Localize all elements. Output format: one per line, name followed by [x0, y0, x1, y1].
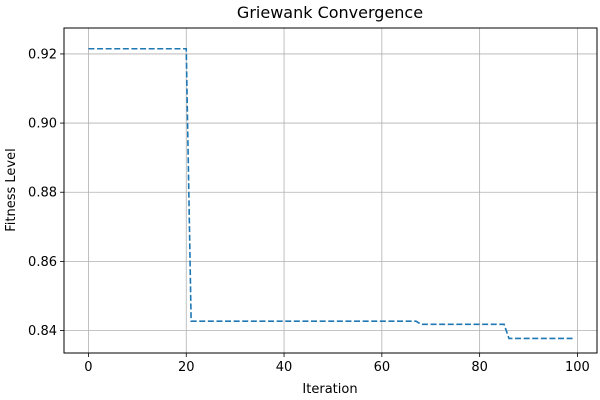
y-axis-label: Fitness Level: [4, 148, 19, 231]
chart-title: Griewank Convergence: [237, 3, 423, 22]
plot-frame: [63, 27, 598, 354]
series-line: [88, 47, 573, 340]
y-tick-label: 0.90: [28, 117, 57, 132]
y-tick-label: 0.86: [28, 255, 57, 270]
y-tick-label: 0.84: [28, 324, 57, 339]
x-tick-label: 100: [565, 360, 590, 375]
grid: [64, 28, 597, 353]
x-axis-label: Iteration: [302, 382, 357, 397]
y-tick-label: 0.88: [28, 186, 57, 201]
y-tick-label: 0.92: [28, 47, 57, 62]
x-tick-label: 40: [276, 360, 293, 375]
x-tick-label: 0: [84, 360, 92, 375]
x-tick-label: 80: [471, 360, 488, 375]
ticks: 0 20 40 60 80 100 0.84 0.86 0.88 0.90 0.92: [28, 47, 590, 375]
x-tick-label: 60: [374, 360, 391, 375]
series-layer: [88, 47, 573, 340]
x-tick-label: 20: [178, 360, 195, 375]
